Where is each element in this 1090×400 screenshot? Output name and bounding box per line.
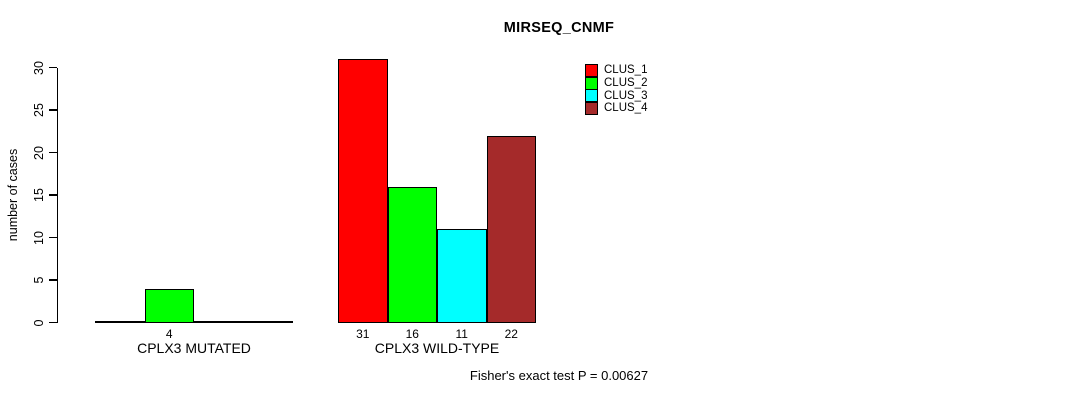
legend-item: CLUS_2 [585, 76, 648, 90]
y-tick-label: 15 [32, 188, 46, 202]
y-tick-label: 30 [32, 60, 46, 75]
fisher-test-annotation: Fisher's exact test P = 0.00627 [469, 368, 649, 383]
y-tick [48, 279, 57, 281]
category-label: CPLX3 WILD-TYPE [374, 339, 500, 356]
legend-swatch-icon [585, 89, 598, 103]
bar-value-label: 4 [165, 327, 173, 341]
legend-label: CLUS_2 [604, 77, 648, 90]
y-axis-line [56, 67, 58, 324]
y-tick-label: 0 [32, 319, 46, 326]
legend-swatch-icon [585, 76, 598, 90]
legend-swatch-icon [585, 63, 598, 77]
bar-clus_2 [144, 288, 194, 323]
y-tick-label: 5 [32, 276, 46, 284]
bar-value-label: 22 [504, 327, 518, 341]
legend-label: CLUS_3 [604, 89, 648, 102]
y-tick [48, 236, 57, 239]
legend-label: CLUS_4 [604, 102, 648, 115]
bar-value-label: 11 [455, 327, 468, 341]
y-tick-label: 10 [32, 230, 46, 245]
legend-item: CLUS_4 [585, 101, 648, 115]
bar-clus_1 [338, 59, 388, 323]
y-tick [48, 194, 57, 196]
bar-value-label: 31 [356, 327, 370, 341]
legend-item: CLUS_1 [585, 63, 648, 77]
y-tick [48, 321, 57, 324]
x-axis-baseline [95, 321, 293, 323]
category-label: CPLX3 MUTATED [137, 339, 251, 356]
y-tick-label: 25 [32, 103, 46, 117]
legend-swatch-icon [585, 101, 598, 115]
y-tick [48, 66, 57, 69]
bar-clus_3 [437, 229, 487, 323]
legend: CLUS_1 CLUS_2 CLUS_3 CLUS_4 [585, 63, 648, 115]
y-tick [48, 109, 57, 111]
bar-clus_4 [486, 135, 536, 323]
y-axis-label: number of cases [6, 148, 20, 242]
legend-label: CLUS_1 [604, 64, 648, 77]
chart-title: MIRSEQ_CNMF [503, 20, 615, 36]
legend-item: CLUS_3 [585, 89, 648, 103]
bar-clus_2 [387, 186, 437, 323]
y-tick-label: 20 [32, 145, 46, 160]
bar-value-label: 16 [405, 327, 419, 341]
y-tick [48, 151, 57, 154]
